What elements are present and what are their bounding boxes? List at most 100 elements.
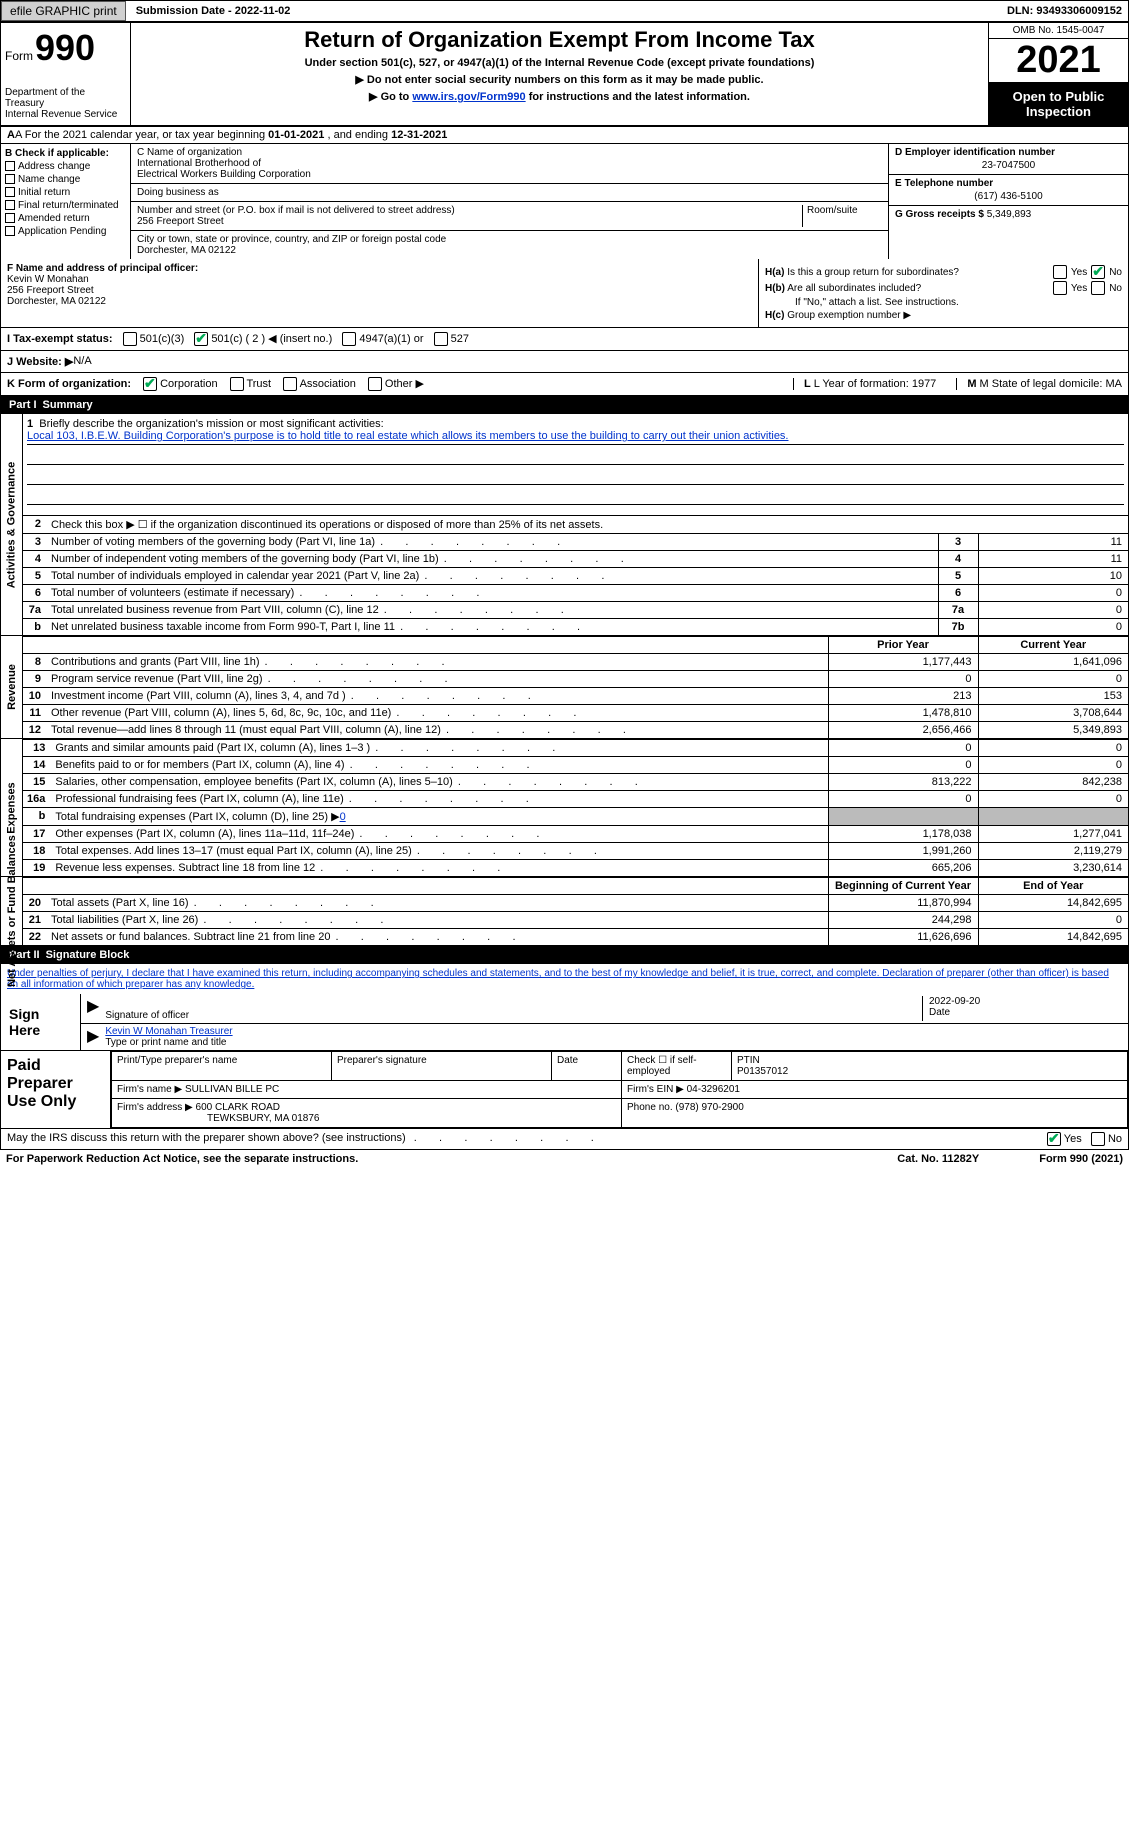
tax-year: 2021 [989, 39, 1128, 83]
paid-preparer-label: Paid Preparer Use Only [1, 1051, 111, 1128]
summary-row: 6Total number of volunteers (estimate if… [23, 585, 1128, 602]
row-J-website: J Website: ▶ N/A [0, 351, 1129, 373]
department: Department of the Treasury Internal Reve… [5, 87, 126, 120]
ein: 23-7047500 [895, 160, 1122, 171]
summary-row: 8Contributions and grants (Part VIII, li… [23, 654, 1128, 671]
summary-row: 13Grants and similar amounts paid (Part … [23, 740, 1128, 757]
col-D-ein-phone: D Employer identification number 23-7047… [888, 144, 1128, 259]
form-title: Return of Organization Exempt From Incom… [139, 27, 980, 53]
tab-expenses: Expenses [6, 782, 18, 833]
summary-row: 12Total revenue—add lines 8 through 11 (… [23, 722, 1128, 739]
chk-application-pending[interactable]: Application Pending [18, 226, 106, 237]
paid-preparer-block: Paid Preparer Use Only Print/Type prepar… [0, 1051, 1129, 1129]
block-FH: F Name and address of principal officer:… [0, 259, 1129, 328]
tab-governance: Activities & Governance [6, 461, 18, 588]
ptin: P01357012 [737, 1066, 1122, 1077]
summary-row: 21Total liabilities (Part X, line 26)244… [23, 912, 1128, 929]
phone: (617) 436-5100 [895, 191, 1122, 202]
summary-row: 11Other revenue (Part VIII, column (A), … [23, 705, 1128, 722]
ha-no[interactable] [1091, 265, 1105, 279]
signature-date: 2022-09-20 [929, 996, 1122, 1007]
firm-ein: 04-3296201 [687, 1084, 740, 1095]
chk-527[interactable] [434, 332, 448, 346]
chk-501c3[interactable] [123, 332, 137, 346]
website-value: N/A [73, 355, 91, 368]
year-formation: 1977 [912, 378, 936, 390]
firm-addr1: 600 CLARK ROAD [196, 1102, 280, 1113]
efile-print-button[interactable]: efile GRAPHIC print [1, 1, 126, 21]
row-A-tax-year: AA For the 2021 calendar year, or tax ye… [0, 126, 1129, 144]
chk-address-change[interactable]: Address change [18, 161, 90, 172]
form-number: Form 990 [5, 27, 126, 69]
summary-row: 7aTotal unrelated business revenue from … [23, 602, 1128, 619]
summary-row: 5Total number of individuals employed in… [23, 568, 1128, 585]
chk-final-return[interactable]: Final return/terminated [18, 200, 119, 211]
summary-row: 17Other expenses (Part IX, column (A), l… [23, 826, 1128, 843]
officer-name-title: Kevin W Monahan Treasurer [105, 1026, 1122, 1037]
summary-row: 16aProfessional fundraising fees (Part I… [23, 791, 1128, 808]
form-header: Form 990 Department of the Treasury Inte… [0, 22, 1129, 126]
summary-row: 3Number of voting members of the governi… [23, 534, 1128, 551]
irs-discuss-yes[interactable] [1047, 1132, 1061, 1146]
row-K-form-org: K Form of organization: Corporation Trus… [0, 373, 1129, 396]
part-II-header: Part II Signature Block [0, 946, 1129, 964]
irs-link[interactable]: www.irs.gov/Form990 [412, 91, 525, 103]
form-note-ssn: ▶ Do not enter social security numbers o… [139, 73, 980, 86]
firm-addr2: TEWKSBURY, MA 01876 [117, 1113, 616, 1124]
chk-other[interactable] [368, 377, 382, 391]
street-address: 256 Freeport Street [137, 216, 802, 227]
summary-row: 10Investment income (Part VIII, column (… [23, 688, 1128, 705]
summary-row: 15Salaries, other compensation, employee… [23, 774, 1128, 791]
row-I-tax-status: I Tax-exempt status: 501(c)(3) 501(c) ( … [0, 328, 1129, 351]
omb-number: OMB No. 1545-0047 [989, 23, 1128, 39]
summary-revenue: Revenue Prior YearCurrent Year8Contribut… [0, 636, 1129, 739]
summary-net-assets: Net Assets or Fund Balances Beginning of… [0, 877, 1129, 946]
hb-yes[interactable] [1053, 281, 1067, 295]
sign-here-label: Sign Here [1, 994, 81, 1050]
page-footer: For Paperwork Reduction Act Notice, see … [0, 1150, 1129, 1168]
hb-no[interactable] [1091, 281, 1105, 295]
summary-row: 9Program service revenue (Part VIII, lin… [23, 671, 1128, 688]
summary-expenses: Expenses 13Grants and similar amounts pa… [0, 739, 1129, 877]
submission-date: Submission Date - 2022-11-02 [128, 5, 299, 17]
col-F-officer: F Name and address of principal officer:… [1, 259, 758, 327]
chk-trust[interactable] [230, 377, 244, 391]
summary-row: 20Total assets (Part X, line 16)11,870,9… [23, 895, 1128, 912]
irs-discuss-row: May the IRS discuss this return with the… [0, 1129, 1129, 1150]
col-H-group-return: H(a) H(a) Is this a group return for sub… [758, 259, 1128, 327]
chk-amended-return[interactable]: Amended return [18, 213, 90, 224]
city-state-zip: Dorchester, MA 02122 [137, 245, 882, 256]
officer-name: Kevin W Monahan [7, 274, 752, 285]
form-subtitle: Under section 501(c), 527, or 4947(a)(1)… [139, 57, 980, 69]
part-I-header: Part I Summary [0, 396, 1129, 414]
summary-row: 18Total expenses. Add lines 13–17 (must … [23, 843, 1128, 860]
form-link-row: ▶ Go to www.irs.gov/Form990 for instruct… [139, 90, 980, 103]
chk-501c[interactable] [194, 332, 208, 346]
summary-row: 19Revenue less expenses. Subtract line 1… [23, 860, 1128, 877]
summary-row: bTotal fundraising expenses (Part IX, co… [23, 808, 1128, 826]
block-BCDE: B Check if applicable: Address change Na… [0, 144, 1129, 259]
summary-row: 22Net assets or fund balances. Subtract … [23, 929, 1128, 946]
ha-yes[interactable] [1053, 265, 1067, 279]
chk-name-change[interactable]: Name change [18, 174, 80, 185]
col-B-checkboxes: B Check if applicable: Address change Na… [1, 144, 131, 259]
gross-receipts: 5,349,893 [987, 209, 1032, 220]
col-C-org-info: C Name of organization International Bro… [131, 144, 888, 259]
firm-phone: (978) 970-2900 [675, 1102, 743, 1113]
signature-block: Under penalties of perjury, I declare th… [0, 964, 1129, 1051]
tab-net-assets: Net Assets or Fund Balances [6, 835, 18, 987]
perjury-declaration: Under penalties of perjury, I declare th… [1, 964, 1128, 994]
chk-4947[interactable] [342, 332, 356, 346]
mission-text: Local 103, I.B.E.W. Building Corporation… [27, 430, 1124, 445]
dln: DLN: 93493306009152 [1007, 5, 1128, 17]
summary-row: bNet unrelated business taxable income f… [23, 619, 1128, 636]
chk-initial-return[interactable]: Initial return [18, 187, 70, 198]
org-name: International Brotherhood of Electrical … [137, 158, 882, 180]
chk-association[interactable] [283, 377, 297, 391]
summary-governance: Activities & Governance 1 Briefly descri… [0, 414, 1129, 636]
irs-discuss-no[interactable] [1091, 1132, 1105, 1146]
summary-row: 4Number of independent voting members of… [23, 551, 1128, 568]
top-bar: efile GRAPHIC print Submission Date - 20… [0, 0, 1129, 22]
firm-name: SULLIVAN BILLE PC [185, 1084, 279, 1095]
chk-corporation[interactable] [143, 377, 157, 391]
